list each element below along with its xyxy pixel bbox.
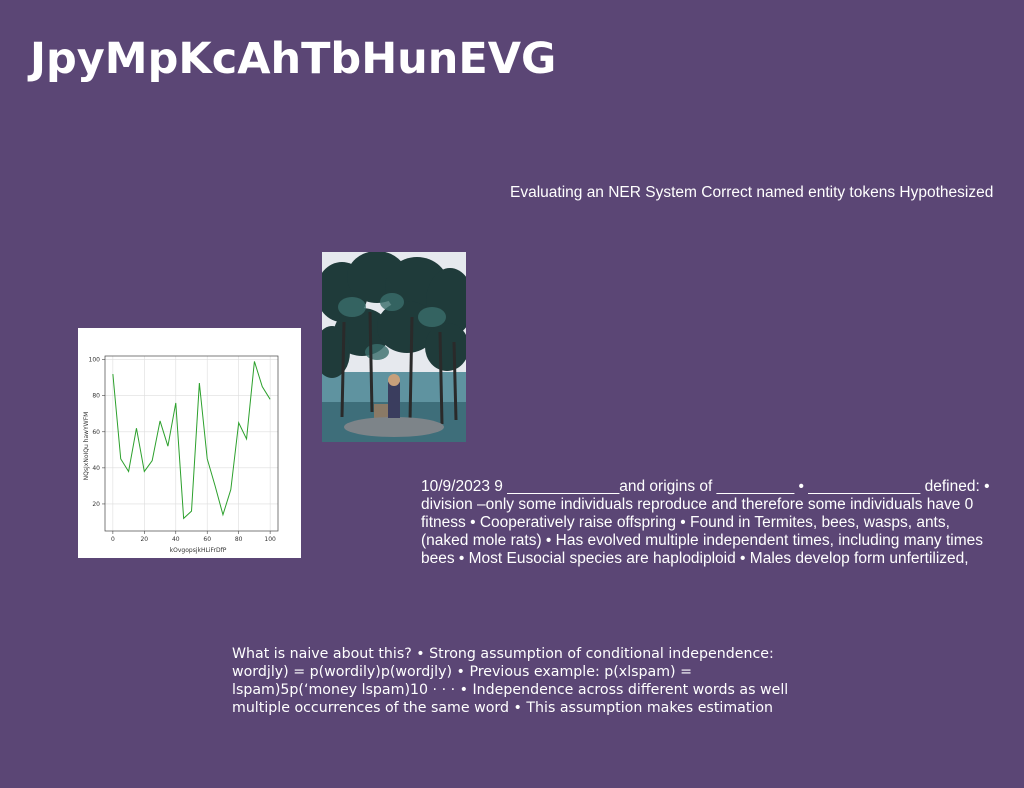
chart-ylabel: NQsJxNoIQu hawYWFM bbox=[83, 412, 90, 481]
eusocial-line: (naked mole rats) • Has evolved multiple… bbox=[421, 532, 1011, 550]
y-tick-label: 100 bbox=[89, 357, 101, 364]
eusocial-text: 10/9/2023 9 _____________and origins of … bbox=[421, 478, 1011, 568]
eusocial-line: bees • Most Eusocial species are haplodi… bbox=[421, 550, 1011, 568]
y-tick-label: 80 bbox=[92, 393, 100, 400]
naive-line: lspam)5p(‘money lspam)10 · · · • Indepen… bbox=[232, 681, 812, 699]
x-tick-label: 20 bbox=[140, 536, 148, 543]
y-tick-label: 60 bbox=[92, 429, 100, 436]
y-tick-label: 20 bbox=[92, 501, 100, 508]
x-tick-label: 40 bbox=[172, 536, 180, 543]
ner-caption: Evaluating an NER System Correct named e… bbox=[510, 184, 993, 202]
naive-bayes-text: What is naive about this? • Strong assum… bbox=[232, 645, 812, 717]
chart-series bbox=[113, 361, 270, 518]
x-tick-label: 100 bbox=[264, 536, 276, 543]
eusocial-line: division –only some individuals reproduc… bbox=[421, 496, 1011, 514]
naive-line: wordjly) = p(wordily)p(wordjly) • Previo… bbox=[232, 663, 812, 681]
forest-photo bbox=[322, 252, 466, 442]
naive-line: What is naive about this? • Strong assum… bbox=[232, 645, 812, 663]
x-tick-label: 80 bbox=[235, 536, 243, 543]
series-line bbox=[113, 361, 270, 518]
chart-svg: 0 20 40 60 80 100 20 40 60 80 100 kOvgopsjkHLiFrDf… bbox=[78, 328, 301, 558]
line-chart: 0 20 40 60 80 100 20 40 60 80 100 kOvgopsjkHLiFrDf… bbox=[78, 328, 301, 558]
x-tick-label: 60 bbox=[203, 536, 211, 543]
chart-xlabel: kOvgopsjkHLiFrDfP bbox=[170, 547, 227, 554]
naive-line: multiple occurrences of the same word • … bbox=[232, 699, 812, 717]
page-title: JpyMpKcAhTbHunEVG bbox=[30, 34, 556, 84]
forest-image bbox=[322, 252, 466, 442]
x-tick-label: 0 bbox=[111, 536, 115, 543]
eusocial-line: fitness • Cooperatively raise offspring … bbox=[421, 514, 1011, 532]
eusocial-line: 10/9/2023 9 _____________and origins of … bbox=[421, 478, 1011, 496]
y-tick-label: 40 bbox=[92, 465, 100, 472]
